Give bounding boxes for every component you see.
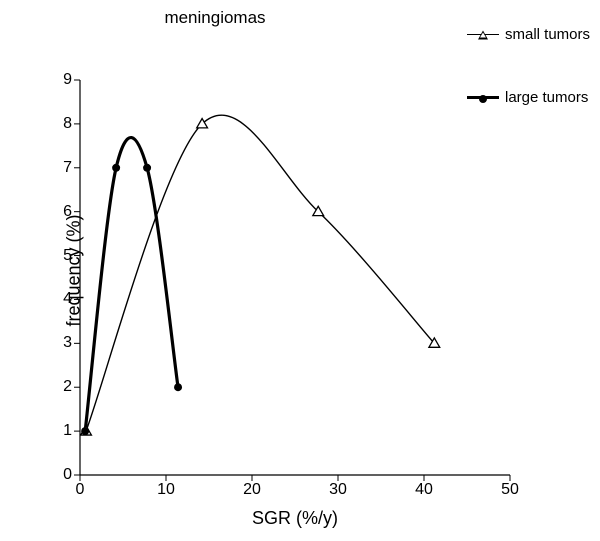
series-line-large — [85, 138, 178, 432]
x-tick-label: 0 — [76, 481, 85, 499]
legend-label-large: large tumors — [505, 89, 588, 106]
plot-svg — [80, 80, 510, 475]
series-line-small — [86, 115, 434, 431]
legend-line-small — [467, 34, 499, 35]
marker-circle — [174, 383, 182, 391]
y-tick-label: 7 — [63, 159, 72, 177]
y-tick-label: 4 — [63, 290, 72, 308]
triangle-icon — [478, 31, 488, 40]
marker-circle — [81, 427, 89, 435]
marker-circle — [143, 164, 151, 172]
y-tick-label: 1 — [63, 422, 72, 440]
x-axis-title: SGR (%/y) — [80, 508, 510, 529]
x-tick-label: 40 — [415, 481, 433, 499]
x-tick-label: 10 — [157, 481, 175, 499]
y-tick-label: 5 — [63, 247, 72, 265]
y-tick-label: 2 — [63, 378, 72, 396]
legend-item-small: small tumors — [467, 26, 590, 43]
plot-area: 0123456789 01020304050 — [80, 80, 510, 475]
chart-container: { "chart": { "type": "line", "title": "m… — [0, 0, 600, 541]
x-tick-label: 50 — [501, 481, 519, 499]
y-tick-label: 3 — [63, 334, 72, 352]
y-tick-label: 9 — [63, 71, 72, 89]
legend-label-small: small tumors — [505, 26, 590, 43]
y-tick-label: 8 — [63, 115, 72, 133]
x-tick-label: 30 — [329, 481, 347, 499]
y-tick-label: 0 — [63, 466, 72, 484]
y-tick-label: 6 — [63, 203, 72, 221]
x-tick-label: 20 — [243, 481, 261, 499]
marker-circle — [112, 164, 120, 172]
